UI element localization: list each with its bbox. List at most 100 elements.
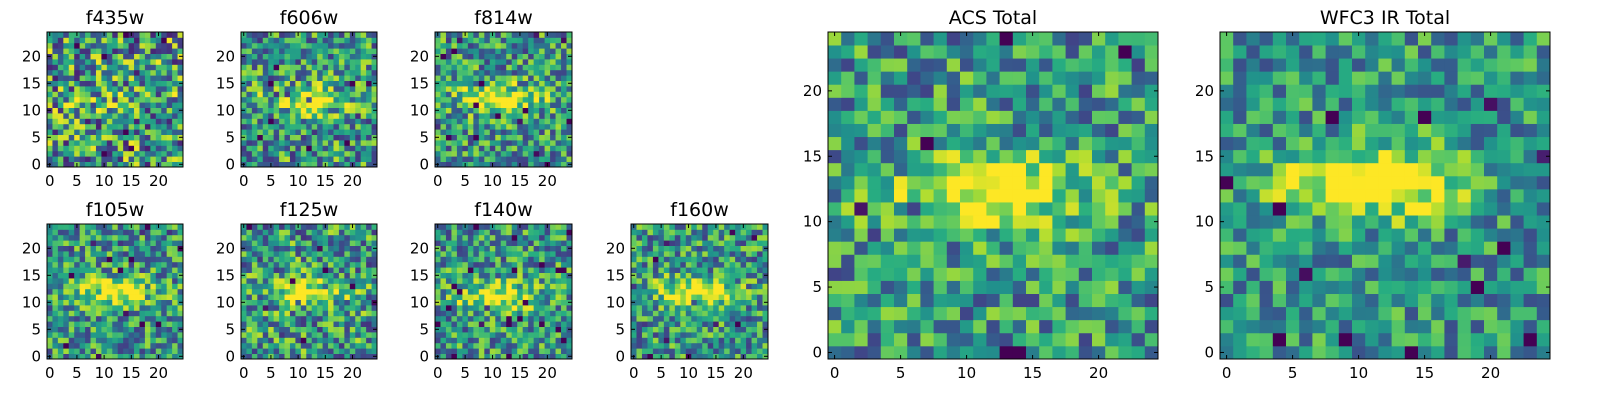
heatmap-cell (295, 86, 302, 92)
heatmap-cell (946, 202, 961, 216)
heatmap-cell (79, 107, 86, 114)
heatmap-cell (328, 59, 334, 65)
heatmap-cell (246, 229, 253, 236)
heatmap-cell (150, 326, 157, 333)
heatmap-cell (647, 267, 654, 273)
heatmap-cell (522, 337, 529, 344)
heatmap-cell (360, 299, 367, 306)
heatmap-cell (528, 59, 535, 65)
heatmap-cell (517, 245, 524, 252)
heatmap-cell (172, 53, 178, 60)
heatmap-cell (57, 310, 64, 317)
heatmap-cell (746, 310, 752, 317)
heatmap-cell (289, 107, 296, 114)
heatmap-cell (360, 245, 367, 252)
heatmap-cell (841, 319, 855, 334)
heatmap-cell (735, 321, 741, 327)
heatmap-cell (144, 251, 151, 257)
heatmap-cell (262, 229, 269, 236)
heatmap-cell (251, 234, 258, 241)
heatmap-cell (456, 245, 463, 252)
heatmap-cell (366, 267, 372, 273)
heatmap-cell (757, 229, 763, 236)
heatmap-cell (128, 278, 135, 284)
heatmap-cell (478, 261, 485, 268)
heatmap-cell (257, 332, 264, 338)
heatmap-cell (311, 145, 318, 152)
heatmap-cell (333, 59, 340, 65)
y-tick-label: 10 (606, 293, 625, 311)
heatmap-cell (696, 342, 703, 349)
heatmap-cell (344, 96, 351, 103)
heatmap-cell (328, 102, 334, 108)
heatmap-cell (1144, 175, 1159, 190)
heatmap-cell (506, 332, 513, 338)
heatmap-cell (669, 267, 676, 273)
heatmap-cell (495, 145, 502, 152)
heatmap-cell (445, 229, 452, 236)
heatmap-cell (550, 75, 556, 81)
heatmap-cell (134, 156, 140, 162)
heatmap-cell (435, 140, 441, 146)
heatmap-cell (85, 69, 91, 76)
heatmap-cell (500, 129, 507, 135)
heatmap-cell (311, 337, 318, 344)
heatmap-cell (251, 245, 258, 252)
heatmap-cell (702, 234, 709, 241)
heatmap-cell (85, 326, 91, 333)
heatmap-cell (440, 37, 447, 44)
heatmap-cell (289, 353, 296, 360)
panel-title: f160w (670, 199, 729, 221)
x-tick-label: 0 (629, 364, 639, 382)
heatmap-cell (328, 91, 334, 98)
heatmap-cell (74, 118, 81, 125)
heatmap-cell (894, 228, 908, 242)
heatmap-cell (123, 256, 129, 263)
heatmap-cell (251, 272, 258, 279)
heatmap-cell (729, 348, 736, 354)
heatmap-cell (57, 42, 64, 49)
heatmap-cell (539, 256, 545, 263)
heatmap-cell (79, 53, 86, 60)
heatmap-cell (1012, 254, 1027, 268)
heatmap-cell (68, 245, 75, 252)
heatmap-cell (762, 342, 769, 349)
heatmap-cell (360, 113, 367, 119)
heatmap-cell (246, 348, 253, 354)
heatmap-cell (349, 150, 356, 157)
heatmap-cell (95, 102, 102, 108)
heatmap-cell (101, 310, 108, 317)
heatmap-cell (117, 145, 124, 152)
heatmap-cell (561, 305, 567, 311)
heatmap-cell (317, 294, 323, 300)
heatmap-cell (172, 283, 178, 290)
heatmap-cell (172, 96, 178, 103)
heatmap-cell (177, 96, 184, 103)
heatmap-cell (533, 234, 540, 241)
heatmap-cell (489, 118, 496, 125)
heatmap-cell (973, 280, 987, 294)
heatmap-cell (528, 91, 535, 98)
heatmap-cell (328, 113, 334, 119)
heatmap-cell (539, 64, 545, 71)
heatmap-cell (473, 283, 480, 290)
heatmap-cell (172, 42, 178, 49)
heatmap-cell (1052, 215, 1066, 229)
heatmap-cell (641, 267, 648, 273)
heatmap-cell (338, 315, 345, 322)
heatmap-cell (268, 278, 275, 284)
heatmap-cell (533, 42, 540, 49)
heatmap-cell (134, 229, 140, 236)
heatmap-cell (311, 299, 318, 306)
heatmap-cell (435, 315, 441, 322)
heatmap-cell (150, 229, 157, 236)
heatmap-cell (718, 326, 725, 333)
heatmap-cell (511, 229, 518, 236)
heatmap-cell (251, 342, 258, 349)
heatmap-cell (371, 118, 378, 125)
heatmap-cell (1039, 280, 1053, 294)
heatmap-cell (631, 332, 637, 338)
heatmap-cell (440, 113, 447, 119)
heatmap-cell (317, 234, 323, 241)
heatmap-cell (257, 348, 264, 354)
